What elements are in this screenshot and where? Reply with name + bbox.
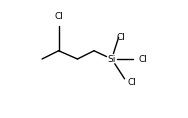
Text: Cl: Cl [138,55,147,63]
Text: Cl: Cl [117,33,126,42]
Text: Cl: Cl [54,12,63,21]
Text: Si: Si [108,55,116,63]
Text: Cl: Cl [128,78,136,87]
